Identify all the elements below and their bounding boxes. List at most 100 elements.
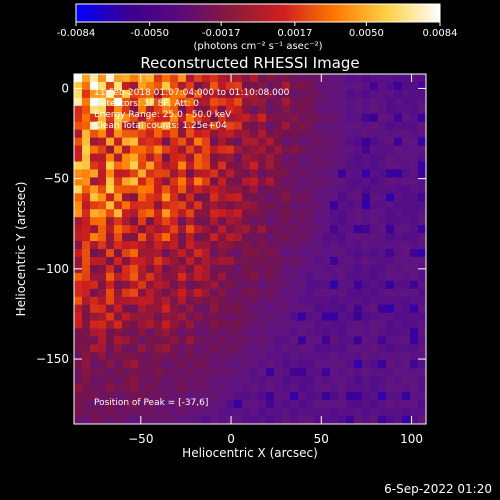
heatmap-cell [410,185,419,194]
heatmap-cell [290,209,299,218]
heatmap-cell [338,249,347,258]
heatmap-cell [114,368,123,377]
heatmap-cell [218,400,227,409]
heatmap-cell [354,233,363,242]
heatmap-cell [418,336,427,345]
heatmap-cell [138,113,147,123]
heatmap-cell [354,264,363,274]
heatmap-cell [362,312,371,321]
heatmap-cell [338,169,347,178]
heatmap-cell [162,209,171,218]
heatmap-cell [378,249,387,258]
heatmap-cell [114,264,123,274]
heatmap-cell [218,288,227,298]
heatmap-cell [106,233,115,242]
heatmap-cell [258,368,267,377]
heatmap-cell [114,89,123,99]
heatmap-cell [370,225,379,234]
heatmap-cell [74,89,83,99]
heatmap-cell [322,272,331,282]
heatmap-cell [258,416,267,425]
heatmap-cell [202,352,211,361]
heatmap-cell [154,233,163,242]
heatmap-cell [346,264,355,274]
heatmap-cell [218,320,227,329]
heatmap-cell [266,312,275,321]
heatmap-cell [218,280,227,290]
heatmap-cell [418,296,427,306]
heatmap-cell [162,217,171,226]
heatmap-cell [290,249,299,258]
colorbar-tick-label: 0.0050 [349,28,384,39]
heatmap-cell [378,368,387,377]
heatmap-cell [418,288,427,298]
heatmap-cell [226,296,235,306]
heatmap-cell [226,153,235,162]
heatmap-cell [330,145,339,154]
heatmap-cell [154,177,163,186]
heatmap-cell [378,153,387,162]
heatmap-cell [282,177,291,186]
heatmap-cell [186,129,195,139]
heatmap-cell [178,376,187,385]
heatmap-cell [250,400,259,409]
heatmap-cell [98,193,107,202]
heatmap-cell [170,113,179,123]
heatmap-cell [314,304,323,314]
heatmap-cell [186,249,195,258]
heatmap-cell [178,209,187,218]
heatmap-cell [122,368,131,377]
chart-title: Reconstructed RHESSI Image [140,54,359,72]
heatmap-cell [226,352,235,361]
heatmap-cell [378,400,387,409]
heatmap-cell [74,288,83,298]
heatmap-cell [306,320,315,329]
heatmap-cell [154,81,163,91]
heatmap-cell [194,225,203,234]
heatmap-cell [258,145,267,154]
heatmap-cell [290,312,299,321]
heatmap-cell [138,288,147,298]
heatmap-cell [346,256,355,266]
heatmap-cell [82,153,91,162]
heatmap-cell [386,408,395,417]
heatmap-cell [338,256,347,266]
heatmap-cell [322,161,331,170]
heatmap-cell [394,344,403,353]
heatmap-cell [298,336,307,345]
heatmap-cell [290,161,299,170]
heatmap-cell [306,344,315,353]
heatmap-cell [218,336,227,345]
heatmap-cell [274,217,283,226]
heatmap-cell [114,304,123,314]
heatmap-cell [370,177,379,186]
heatmap-cell [74,336,83,345]
heatmap-cell [218,328,227,337]
heatmap-cell [322,336,331,345]
heatmap-cell [354,81,363,91]
heatmap-cell [370,209,379,218]
heatmap-cell [330,81,339,91]
heatmap-cell [258,336,267,345]
heatmap-cell [330,177,339,186]
heatmap-cell [386,81,395,91]
heatmap-cell [74,225,83,234]
heatmap-cell [290,328,299,337]
heatmap-cell [290,344,299,353]
heatmap-cell [370,400,379,409]
heatmap-cell [282,241,291,250]
heatmap-cell [386,368,395,377]
heatmap-cell [202,360,211,369]
heatmap-cell [122,392,131,401]
heatmap-cell [402,376,411,385]
heatmap-cell [106,400,115,409]
heatmap-cell [98,201,107,210]
heatmap-cell [418,360,427,369]
heatmap-cell [130,177,139,186]
heatmap-cell [346,352,355,361]
heatmap-cell [98,264,107,274]
heatmap-cell [306,89,315,99]
heatmap-cell [282,288,291,298]
heatmap-cell [154,201,163,210]
heatmap-cell [258,233,267,242]
